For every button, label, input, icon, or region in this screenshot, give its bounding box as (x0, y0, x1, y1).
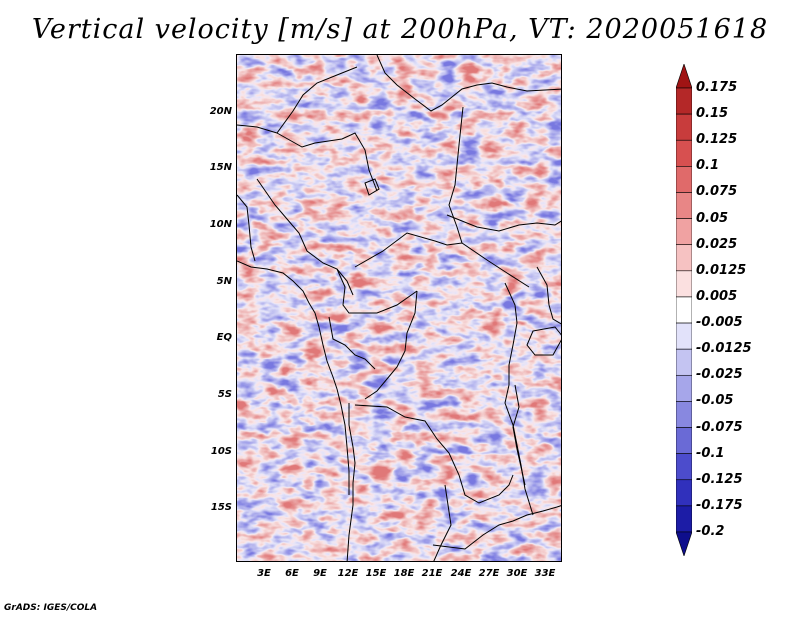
border-chad-sudan-north (276, 66, 358, 134)
colorbar-cap-top (676, 64, 692, 89)
colorbar-box (676, 505, 692, 533)
colorbar-label: -0.025 (696, 367, 743, 383)
colorbar-box (676, 192, 692, 219)
map-svg (237, 55, 561, 561)
colorbar-label: 0.0125 (696, 262, 747, 278)
colorbar-box (676, 244, 692, 272)
border-car-cameroon (336, 268, 418, 314)
colorbar-box (676, 87, 692, 115)
border-drc-zambia (433, 484, 452, 561)
lat-label-20n: 20N (209, 106, 232, 117)
lon-label-9e: 9E (313, 568, 327, 579)
coastline-angola (336, 388, 350, 495)
lon-label-33e: 33E (534, 568, 556, 579)
lon-label-24e: 24E (450, 568, 472, 579)
lake-victoria (526, 326, 561, 356)
colorbar-box (676, 139, 692, 167)
country-borders (237, 55, 561, 561)
colorbar (676, 64, 692, 556)
lon-label-30e: 30E (506, 568, 528, 579)
lon-label-27e: 27E (478, 568, 500, 579)
map-panel (236, 54, 562, 562)
lake-chad (364, 178, 380, 196)
colorbar-label: 0.05 (696, 210, 729, 226)
colorbar-box (676, 166, 692, 193)
border-drc-angola (346, 403, 356, 561)
colorbar-label: 0.1 (696, 158, 720, 174)
lat-label-10n: 10N (209, 219, 232, 230)
colorbar-label: -0.125 (696, 471, 743, 487)
colorbar-box (676, 374, 692, 402)
border-libya-egypt-sudan (376, 55, 561, 112)
colorbar-box (676, 218, 692, 246)
colorbar-box (676, 296, 692, 324)
colorbar-label: -0.0125 (696, 341, 752, 357)
colorbar-label: 0.075 (696, 184, 738, 200)
border-niger-chad (237, 124, 278, 134)
lat-label-15s: 15S (210, 502, 232, 513)
lat-label-15n: 15N (209, 162, 232, 173)
border-angola-drc-east (354, 404, 514, 504)
colorbar-label: 0.175 (696, 80, 738, 95)
colorbar-box (676, 401, 692, 428)
lon-label-18e: 18E (393, 568, 415, 579)
colorbar-label: -0.075 (696, 419, 743, 435)
velocity-field (237, 55, 561, 561)
colorbar-box (676, 453, 692, 481)
lat-label-10s: 10S (210, 446, 232, 457)
border-congo-drc (364, 290, 418, 400)
lat-label-5n: 5N (216, 276, 232, 287)
colorbar-label: -0.005 (696, 315, 743, 331)
border-benin-nigeria (237, 194, 256, 262)
border-chad-nigeria (276, 132, 378, 192)
colorbar-label: -0.1 (696, 445, 725, 461)
border-chad-sudan (448, 106, 464, 244)
colorbar-box (676, 270, 692, 298)
colorbar-label: -0.05 (696, 393, 734, 409)
colorbar-label: 0.125 (696, 132, 738, 148)
chart-title: Vertical velocity [m/s] at 200hPa, VT: 2… (31, 14, 769, 45)
lon-label-6e: 6E (285, 568, 299, 579)
border-nigeria-cameroon (256, 178, 354, 296)
lon-label-15e: 15E (365, 568, 387, 579)
border-gabon (328, 316, 376, 370)
lon-label-21e: 21E (421, 568, 443, 579)
colorbar-label: -0.2 (696, 524, 725, 539)
border-zambia-south (432, 505, 561, 550)
lat-label-eq: EQ (216, 332, 232, 343)
lat-label-5s: 5S (217, 389, 232, 400)
lake-tanganyika (512, 384, 526, 486)
border-uganda-kenya (536, 266, 561, 325)
credit-text: GrADS: IGES/COLA (4, 603, 98, 613)
colorbar-label: 0.025 (696, 236, 738, 252)
colorbar-box (676, 427, 692, 454)
colorbar-label: 0.005 (696, 288, 738, 304)
border-sudan-south-sudan (446, 214, 561, 232)
colorbar-box (676, 348, 692, 376)
lon-label-3e: 3E (257, 568, 271, 579)
colorbar-box (676, 322, 692, 350)
colorbar-box (676, 479, 692, 507)
border-car-south (354, 232, 530, 288)
colorbar-box (676, 113, 692, 141)
lon-label-12e: 12E (337, 568, 359, 579)
colorbar-label: 0.15 (696, 106, 729, 122)
coastline-west-africa (237, 260, 338, 390)
colorbar-cap-bottom (676, 531, 692, 556)
colorbar-label: -0.175 (696, 497, 743, 513)
